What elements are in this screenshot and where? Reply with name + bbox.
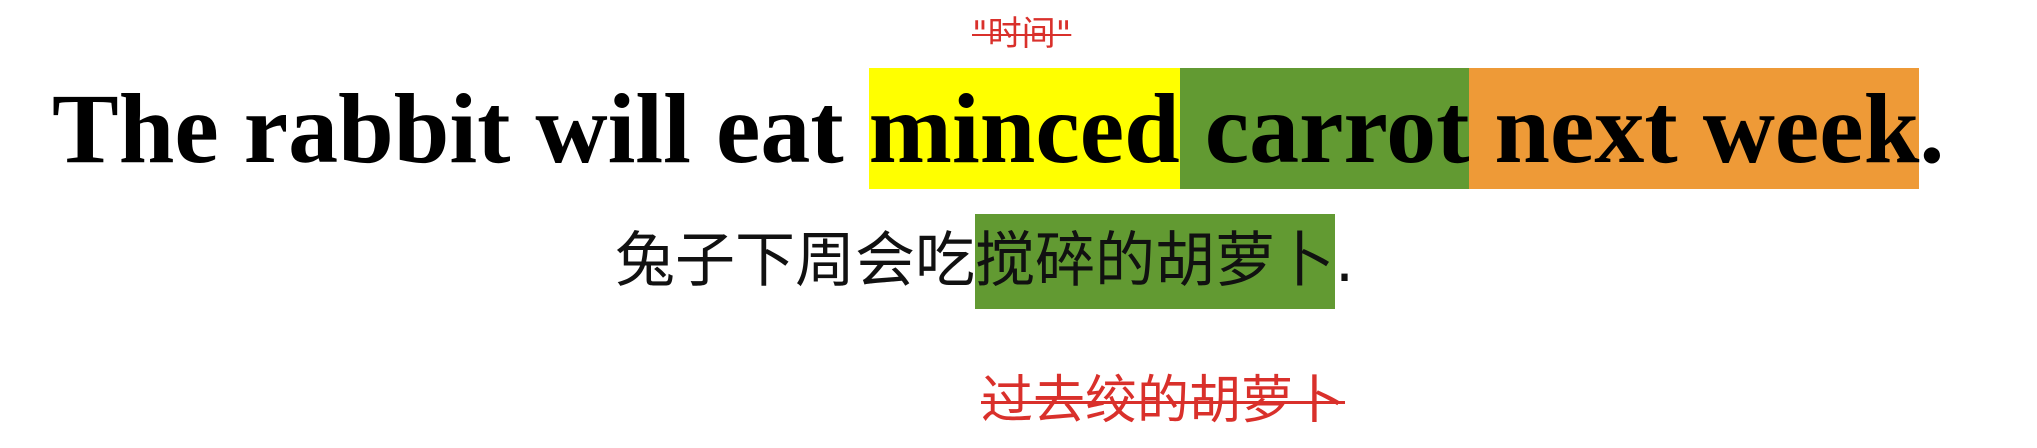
translation-period: .: [1335, 226, 1355, 296]
translation: 兔子下周会吃搅碎的胡萝卜.: [615, 214, 1354, 309]
highlight-next-week: next week: [1469, 68, 1920, 189]
sentence: The rabbit will eat minced carrot next w…: [52, 68, 1944, 189]
sentence-text: The rabbit will eat: [52, 73, 869, 184]
annotation: "时间": [972, 14, 1072, 54]
correction: 过去绞的胡萝卜: [981, 371, 1346, 431]
highlight-carrot: carrot: [1179, 68, 1470, 189]
highlight-translation: 搅碎的胡萝卜: [975, 214, 1335, 309]
translation-text: 兔子下周会吃: [615, 226, 975, 296]
sentence-period: .: [1919, 73, 1945, 184]
highlight-minced: minced: [868, 68, 1180, 189]
